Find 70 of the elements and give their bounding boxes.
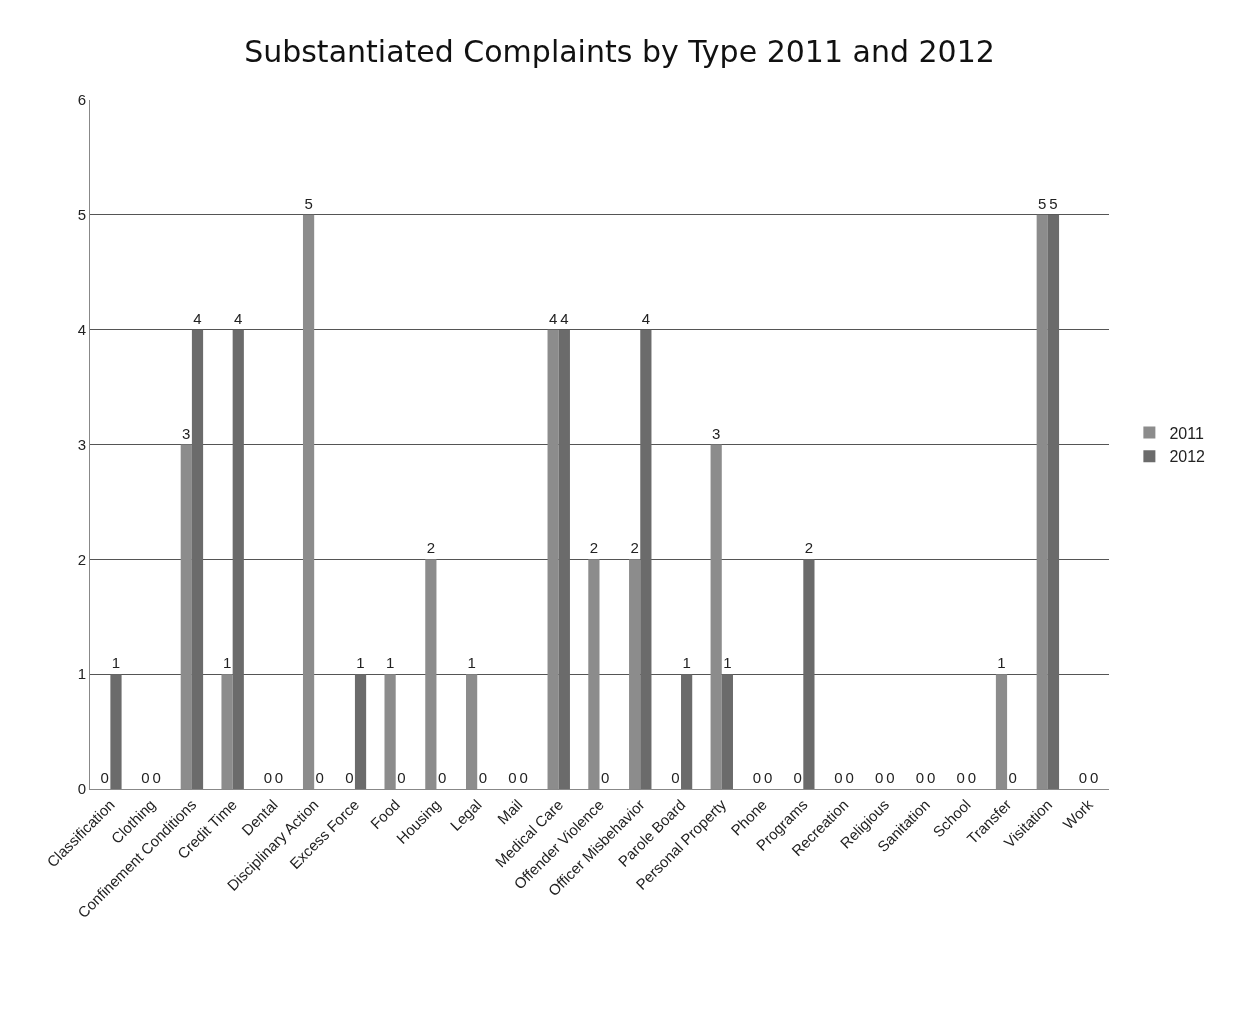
- legend-label: 2011: [1169, 424, 1204, 442]
- y-tick-label: 0: [77, 780, 86, 798]
- data-label: 0: [345, 769, 354, 786]
- bar: [191, 329, 204, 789]
- bar: [681, 674, 693, 789]
- data-label: 0: [141, 769, 150, 786]
- y-tick-label: 3: [77, 435, 86, 453]
- data-label: 0: [1008, 769, 1017, 786]
- data-label: 5: [1038, 194, 1047, 212]
- data-label: 1: [356, 654, 365, 672]
- bar: [1047, 214, 1060, 789]
- data-label: 0: [875, 769, 884, 786]
- data-label: 3: [712, 424, 721, 442]
- data-label: 1: [111, 654, 121, 672]
- data-label: 0: [752, 769, 762, 786]
- data-label: 0: [671, 769, 680, 786]
- bar: [110, 674, 122, 789]
- data-label: 4: [548, 309, 558, 327]
- data-label: 1: [723, 654, 732, 672]
- data-label: 4: [560, 309, 569, 327]
- data-label: 0: [834, 769, 843, 786]
- data-label: 0: [793, 769, 802, 786]
- data-label: 0: [845, 769, 854, 786]
- bar: [232, 329, 244, 789]
- data-label: 0: [763, 769, 773, 786]
- data-label: 1: [222, 654, 232, 672]
- data-label: 0: [508, 769, 517, 786]
- data-label: 0: [600, 769, 610, 786]
- data-label: 1: [997, 654, 1006, 672]
- data-label: 0: [263, 769, 272, 786]
- bar: [558, 329, 570, 789]
- data-label: 2: [630, 539, 639, 557]
- bar: [354, 674, 367, 789]
- data-label: 1: [467, 654, 476, 672]
- data-label: 0: [1090, 769, 1099, 786]
- data-label: 0: [152, 769, 161, 786]
- data-label: 5: [1049, 194, 1058, 212]
- data-label: 4: [641, 309, 651, 327]
- legend-label: 2012: [1169, 448, 1206, 466]
- data-label: 2: [589, 539, 599, 557]
- data-label: 0: [397, 769, 406, 786]
- data-label: 4: [193, 309, 202, 327]
- data-label: 0: [478, 769, 487, 786]
- bar: [803, 559, 815, 789]
- data-label: 0: [927, 769, 936, 786]
- data-label: 5: [304, 194, 313, 212]
- data-label: 0: [886, 769, 895, 786]
- data-label: 3: [182, 424, 191, 442]
- chart-title: Substantiated Complaints by Type 2011 and 2012: [244, 33, 995, 69]
- y-tick-label: 4: [77, 320, 86, 338]
- data-label: 1: [385, 654, 395, 672]
- data-label: 2: [804, 539, 814, 557]
- data-label: 1: [682, 654, 691, 672]
- data-label: 4: [234, 309, 243, 327]
- y-tick-label: 6: [77, 91, 86, 109]
- data-label: 0: [519, 769, 528, 786]
- y-tick-label: 2: [77, 550, 86, 568]
- y-tick-label: 5: [77, 206, 86, 224]
- data-label: 0: [1078, 769, 1088, 786]
- data-label: 0: [437, 769, 447, 786]
- bar: [721, 674, 733, 789]
- data-label: 0: [915, 769, 925, 786]
- data-label: 0: [100, 769, 109, 786]
- y-tick-label: 1: [77, 665, 86, 683]
- data-label: 0: [315, 769, 324, 786]
- data-label: 0: [956, 769, 965, 786]
- bar: [640, 329, 652, 789]
- data-label: 0: [967, 769, 977, 786]
- data-label: 2: [426, 539, 436, 557]
- data-label: 0: [274, 769, 284, 786]
